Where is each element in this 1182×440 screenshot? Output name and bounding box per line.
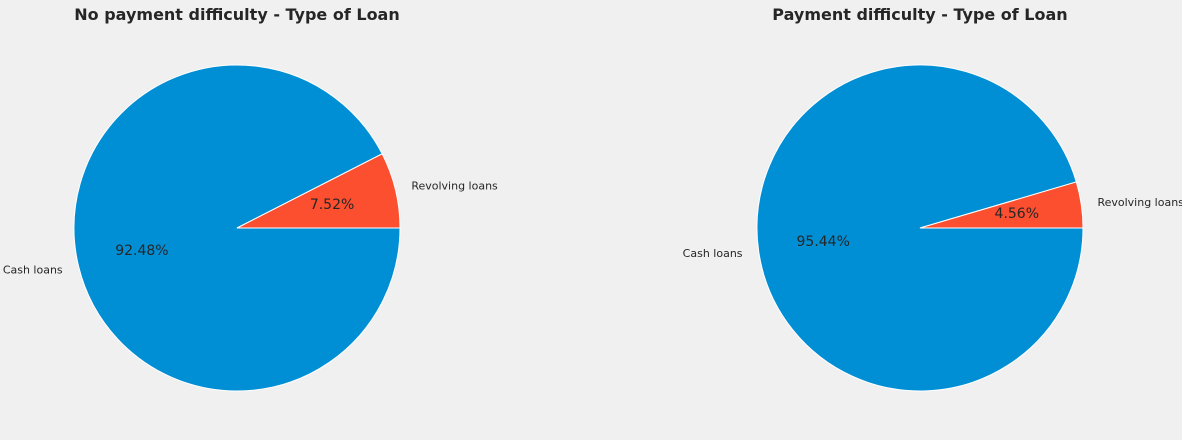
pie-slice-revolving-loans — [919, 181, 1084, 229]
category-label: Revolving loans — [1097, 196, 1182, 209]
category-label: Revolving loans — [411, 180, 498, 193]
pie-chart-payment-difficulty: Payment difficulty - Type of Loan 95.44%… — [683, 5, 1182, 392]
category-label: Cash loans — [683, 247, 743, 260]
percentage-label: 7.52% — [310, 197, 354, 213]
percentage-label: 95.44% — [797, 234, 850, 250]
percentage-label: 4.56% — [995, 206, 1039, 222]
chart-title: Payment difficulty - Type of Loan — [772, 5, 1067, 24]
pie-slice-revolving-loans — [236, 153, 401, 229]
chart-title: No payment difficulty - Type of Loan — [74, 5, 400, 24]
pie-chart-no-payment-difficulty: No payment difficulty - Type of Loan 92.… — [3, 5, 498, 392]
percentage-label: 92.48% — [115, 243, 168, 259]
category-label: Cash loans — [3, 263, 63, 276]
